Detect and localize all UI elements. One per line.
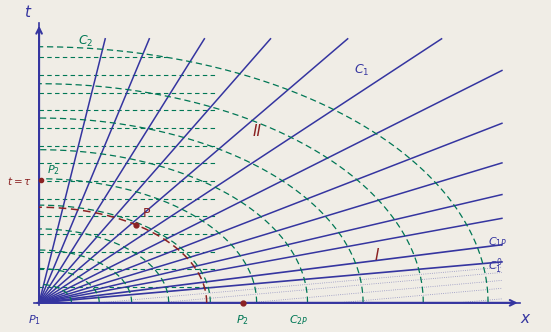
Text: $t=\tau$: $t=\tau$: [7, 175, 32, 187]
Text: $P_2$: $P_2$: [47, 164, 60, 177]
Text: $C_{2P}$: $C_{2P}$: [289, 313, 308, 327]
Text: II: II: [252, 124, 261, 139]
Text: $P_1$: $P_1$: [28, 313, 41, 327]
Text: t: t: [24, 5, 30, 20]
Text: $C_1$: $C_1$: [354, 63, 369, 78]
Text: I: I: [375, 248, 379, 263]
Text: $C_1^0$: $C_1^0$: [488, 256, 503, 276]
Text: P: P: [143, 207, 151, 220]
Text: $C_2$: $C_2$: [78, 34, 93, 49]
Text: $C_{1P}$: $C_{1P}$: [488, 236, 507, 249]
Text: $P_2$: $P_2$: [236, 313, 249, 327]
Text: x: x: [521, 311, 530, 326]
